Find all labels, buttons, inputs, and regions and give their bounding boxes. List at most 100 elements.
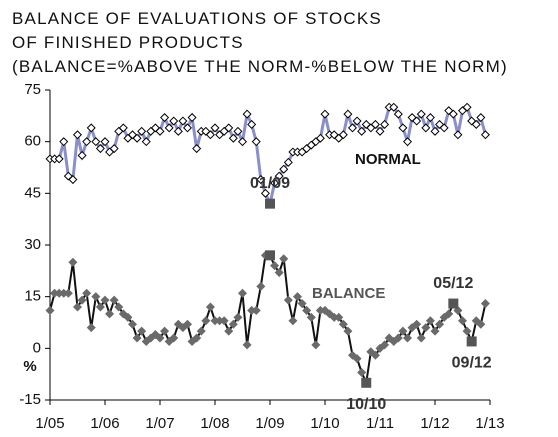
point: [421, 323, 431, 333]
x-tick-label: 1/12: [420, 415, 449, 432]
point: [338, 130, 348, 140]
chart-title: BALANCE OF EVALUATIONS OF STOCKS: [12, 9, 382, 28]
point: [91, 292, 101, 302]
point: [256, 281, 266, 291]
point: [256, 175, 266, 185]
point: [288, 316, 298, 326]
point: [444, 309, 454, 319]
point: [178, 116, 188, 126]
annotation: 09/12: [452, 355, 492, 372]
point: [132, 133, 142, 143]
point: [357, 367, 367, 377]
series-label: BALANCE: [312, 285, 385, 302]
point: [297, 299, 307, 309]
point: [320, 109, 330, 119]
point: [54, 154, 64, 164]
point: [311, 340, 321, 350]
point: [228, 319, 238, 329]
point: [279, 164, 289, 174]
point: [86, 323, 96, 333]
x-tick-label: 1/13: [475, 415, 504, 432]
point: [338, 319, 348, 329]
point: [182, 319, 193, 329]
point: [283, 295, 293, 305]
point: [471, 316, 481, 326]
y-tick-label: 45: [24, 184, 41, 201]
point: [150, 330, 160, 340]
point: [467, 116, 477, 126]
point: [444, 106, 454, 116]
point: [425, 113, 435, 123]
point: [476, 319, 486, 329]
point: [233, 126, 243, 136]
point: [127, 319, 138, 329]
chart-title: OF FINISHED PRODUCTS: [12, 33, 244, 52]
point: [393, 109, 403, 119]
point: [228, 133, 238, 143]
point: [210, 123, 220, 133]
point: [77, 150, 87, 160]
point: [155, 126, 165, 136]
y-tick-label: 75: [24, 81, 41, 98]
point: [407, 113, 417, 123]
point: [302, 305, 312, 315]
point: [480, 299, 490, 309]
point: [187, 113, 197, 123]
point: [292, 292, 303, 302]
y-tick-label: 15: [24, 288, 41, 305]
point: [370, 119, 380, 129]
point: [109, 295, 119, 305]
point: [91, 137, 101, 147]
point: [160, 113, 170, 123]
y-tick-label: -15: [19, 391, 41, 408]
point: [435, 319, 445, 329]
point: [306, 312, 316, 322]
x-tick-label: 1/11: [366, 415, 394, 432]
point: [201, 316, 211, 326]
series-label: NORMAL: [355, 151, 421, 168]
point: [205, 130, 215, 140]
annotation: 01/09: [250, 175, 290, 192]
y-tick-label: 60: [24, 133, 41, 150]
series-line: [49, 254, 487, 387]
highlight-point: [448, 298, 459, 309]
point: [416, 109, 426, 119]
point: [169, 333, 179, 343]
x-tick-label: 1/05: [35, 415, 64, 432]
point: [219, 316, 229, 326]
point: [402, 333, 413, 343]
point: [72, 302, 83, 312]
point: [137, 126, 147, 136]
point: [95, 302, 105, 312]
point: [237, 137, 248, 147]
point: [352, 354, 362, 364]
point: [279, 254, 289, 264]
point: [453, 130, 463, 140]
point: [95, 144, 105, 154]
point: [45, 305, 55, 315]
chart-title: (BALANCE=%ABOVE THE NORM-%BELOW THE NORM…: [12, 57, 508, 76]
point: [247, 119, 257, 129]
point: [480, 130, 490, 140]
point: [370, 350, 380, 360]
point: [398, 123, 408, 133]
point: [82, 137, 92, 147]
point: [68, 175, 78, 185]
point: [448, 109, 458, 119]
point: [192, 144, 202, 154]
point: [270, 261, 280, 271]
point: [196, 326, 206, 336]
point: [86, 123, 96, 133]
point: [150, 123, 160, 133]
point: [402, 137, 413, 147]
point: [283, 157, 293, 167]
point: [453, 305, 463, 315]
point: [192, 333, 202, 343]
point: [393, 333, 403, 343]
highlight-point: [265, 198, 275, 209]
point: [233, 312, 243, 322]
point: [169, 116, 179, 126]
point: [270, 178, 280, 188]
y-tick-label: 0: [33, 339, 41, 356]
point: [416, 333, 426, 343]
